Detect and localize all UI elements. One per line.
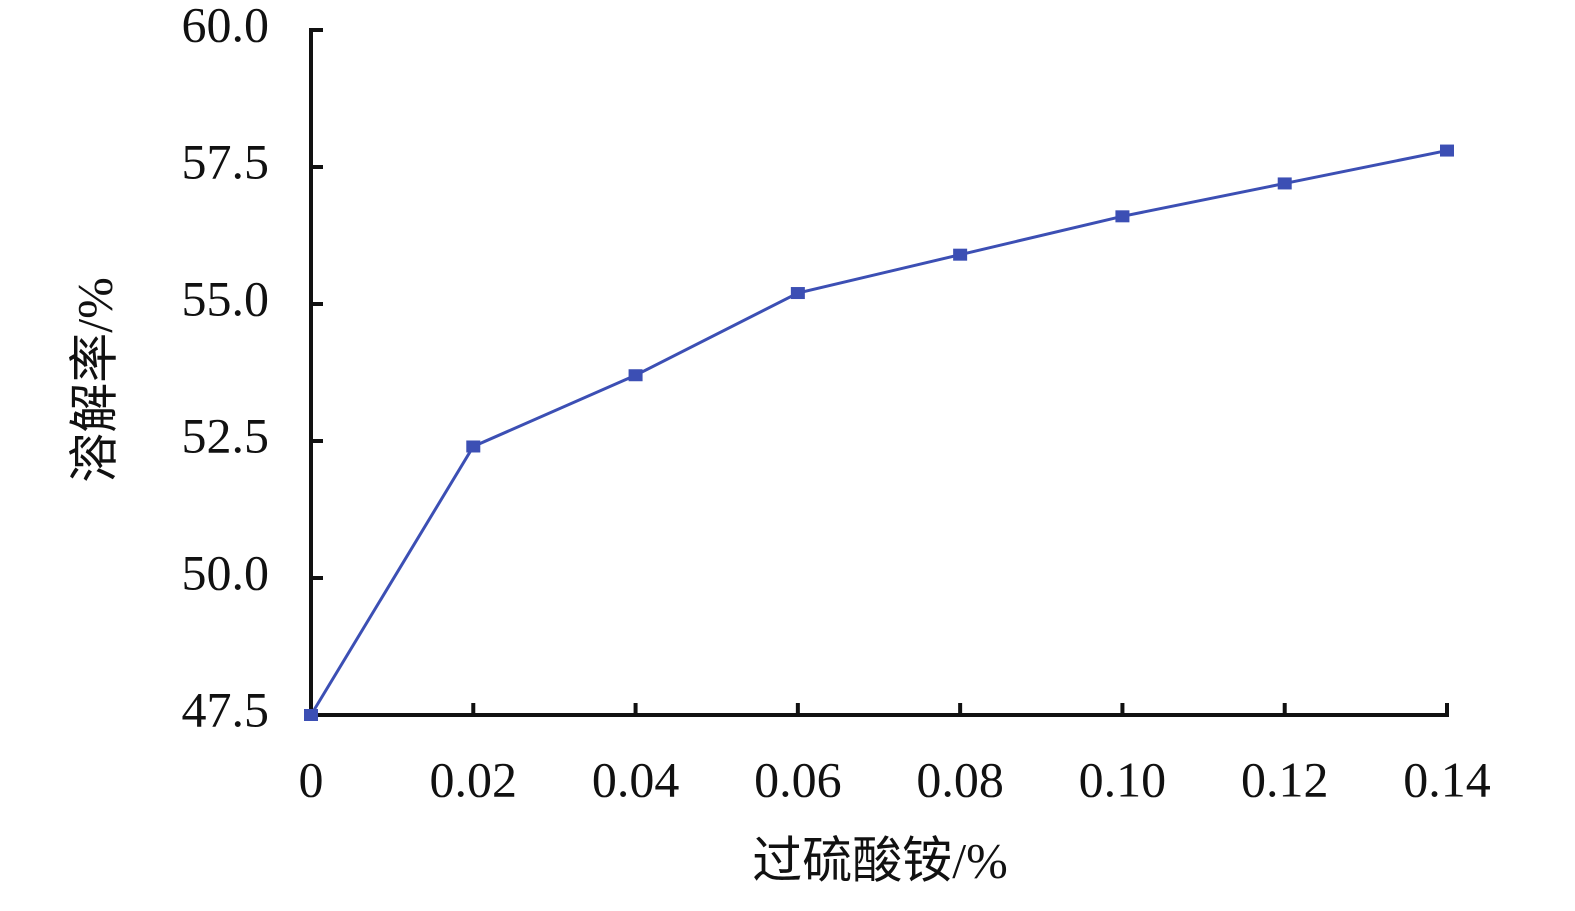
x-tick-label: 0.08 — [916, 751, 1004, 807]
data-point — [1115, 210, 1130, 223]
x-tick-label: 0.10 — [1079, 751, 1167, 807]
x-axis-label: 过硫酸铵/% — [752, 832, 1008, 888]
y-tick-label: 47.5 — [182, 681, 270, 737]
y-tick-label: 50.0 — [182, 544, 270, 600]
data-point — [790, 287, 805, 300]
data-point — [1277, 177, 1292, 190]
x-tick-label: 0.12 — [1241, 751, 1329, 807]
x-tick-label: 0.06 — [754, 751, 842, 807]
y-tick-label: 60.0 — [182, 0, 270, 52]
x-tick-label: 0.04 — [592, 751, 680, 807]
data-point — [1440, 144, 1454, 157]
y-axis-label: 溶解率/% — [66, 277, 122, 483]
x-tick-label: 0.14 — [1403, 751, 1491, 807]
data-point — [304, 709, 318, 721]
y-tick-label: 57.5 — [182, 133, 270, 189]
data-line — [309, 149, 1448, 716]
x-tick-label: 0.02 — [430, 751, 518, 807]
data-point — [466, 440, 481, 453]
y-tick-label: 52.5 — [182, 407, 270, 463]
data-point — [628, 369, 643, 382]
x-tick-label: 0 — [299, 751, 324, 807]
data-point — [953, 248, 968, 261]
y-tick-label: 55.0 — [182, 270, 270, 326]
